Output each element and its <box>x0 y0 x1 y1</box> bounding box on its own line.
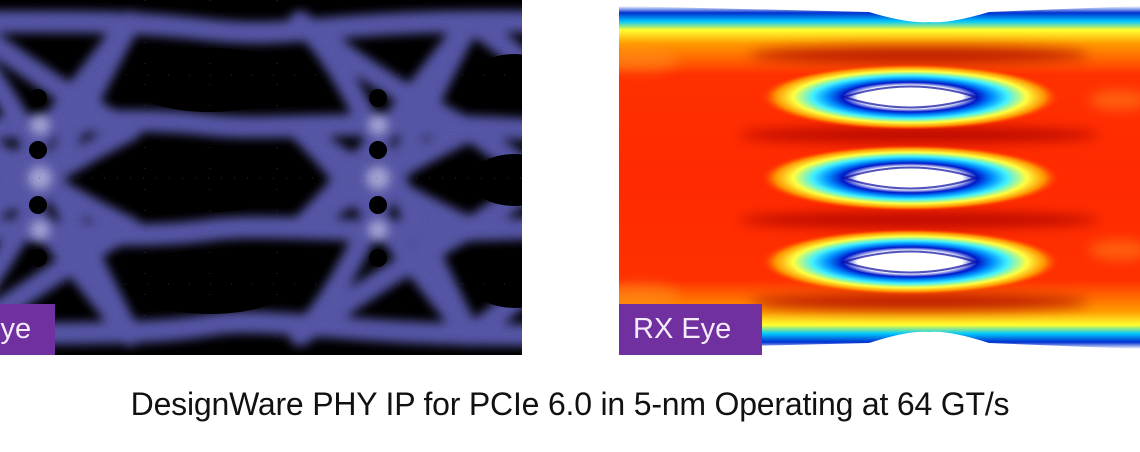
rx-eye-heatmap <box>619 0 1140 355</box>
figure-caption: DesignWare PHY IP for PCIe 6.0 in 5-nm O… <box>130 386 1010 422</box>
tx-eye-plot <box>0 0 522 355</box>
rx-eye-diagram: RX Eye <box>619 0 1140 355</box>
tx-eye-diagram: TX Eye <box>0 0 522 355</box>
rx-eye-label: RX Eye <box>619 304 762 355</box>
tx-eye-label: TX Eye <box>0 304 55 355</box>
